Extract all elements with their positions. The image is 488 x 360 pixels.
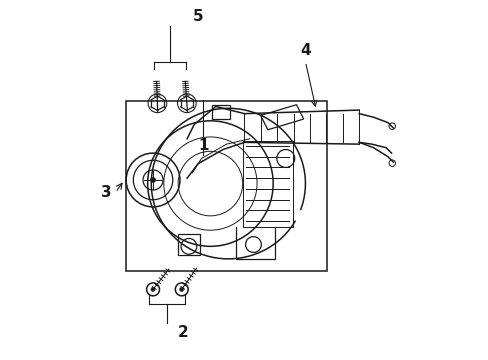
Text: 4: 4 xyxy=(300,44,310,58)
Circle shape xyxy=(151,178,155,182)
Text: 2: 2 xyxy=(178,325,188,340)
Text: 1: 1 xyxy=(198,139,208,153)
Text: 3: 3 xyxy=(101,185,112,200)
Bar xyxy=(212,105,230,119)
Text: 5: 5 xyxy=(192,9,203,24)
Circle shape xyxy=(179,287,183,292)
Circle shape xyxy=(151,287,155,292)
Bar xyxy=(126,101,326,271)
